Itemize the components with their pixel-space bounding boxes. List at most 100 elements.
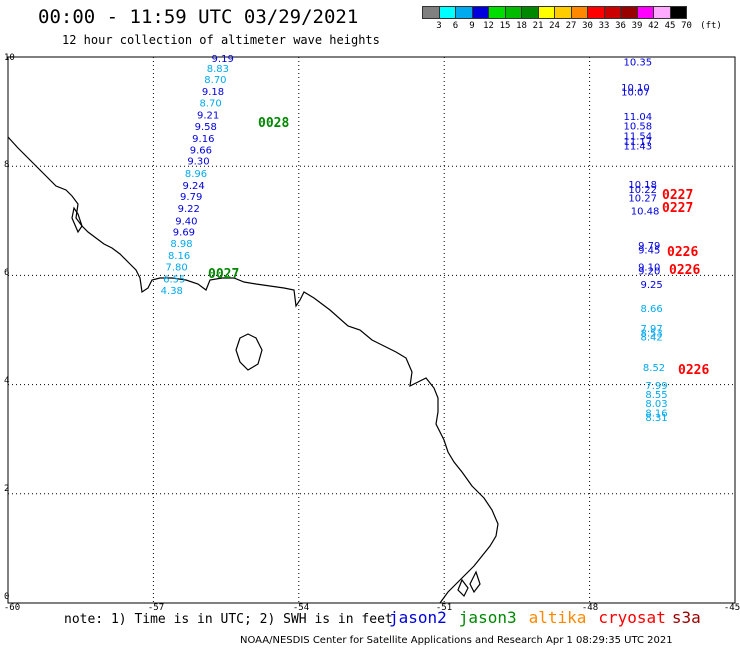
coastline xyxy=(7,136,499,604)
legend-altika: altika xyxy=(528,608,587,627)
wave-height-value: 9.18 xyxy=(202,87,224,98)
wave-height-value: 8.31 xyxy=(645,413,667,424)
legend-jason2: jason2 xyxy=(389,608,447,627)
colorbar-label: 36 xyxy=(615,21,626,31)
wave-height-value: 10.07 xyxy=(621,87,650,98)
wave-height-value: 10.48 xyxy=(631,206,660,217)
colorbar-label: 24 xyxy=(549,21,560,31)
wave-height-value: 9.20 xyxy=(638,266,660,277)
pass-time-label: 0227 xyxy=(662,201,693,216)
plot-frame xyxy=(7,56,736,604)
colorbar-label: 30 xyxy=(582,21,593,31)
wave-height-value: 10.18 xyxy=(628,180,657,191)
legend-jason3: jason3 xyxy=(458,608,517,627)
wave-height-value: 9.24 xyxy=(182,181,204,192)
colorbar-label: 45 xyxy=(664,21,676,31)
y-tick-label: 8 xyxy=(4,160,10,170)
x-tick-label: -60 xyxy=(3,603,21,613)
wave-height-value: 8.70 xyxy=(199,98,221,109)
wave-height-value: 9.40 xyxy=(175,216,197,227)
wave-height-value: 8.96 xyxy=(185,169,207,180)
wave-height-tracks: 9.198.838.709.188.709.219.589.169.669.30… xyxy=(161,54,668,424)
colorbar-label: 70 xyxy=(681,21,692,31)
wave-height-value: 10.10 xyxy=(621,83,650,94)
wave-height-value: 9.30 xyxy=(187,157,209,168)
wave-height-value: 9.25 xyxy=(640,280,662,291)
wave-height-value: 8.70 xyxy=(204,75,226,86)
pass-time-label: 0028 xyxy=(258,116,289,131)
colorbar-label: 33 xyxy=(598,21,610,31)
wave-height-value: 8.52 xyxy=(643,363,665,374)
colorbar-label: 42 xyxy=(648,21,659,31)
map-subtitle: 12 hour collection of altimeter wave hei… xyxy=(62,33,380,47)
colorbar-label: 3 xyxy=(436,21,442,31)
x-tick-label: -48 xyxy=(581,603,599,613)
pass-time-label: 0226 xyxy=(678,363,709,378)
note-text: note: 1) Time is in UTC; 2) SWH is in fe… xyxy=(64,612,393,627)
colorbar-label: 18 xyxy=(516,21,527,31)
y-tick-label: 2 xyxy=(4,484,10,494)
x-tick-label: -51 xyxy=(435,603,453,613)
wave-height-value: 9.45 xyxy=(638,246,660,257)
wave-height-value: 8.16 xyxy=(168,251,190,262)
wave-height-value: 4.38 xyxy=(161,286,183,297)
wave-height-value: 10.58 xyxy=(624,121,653,132)
y-tick-label: 0 xyxy=(4,592,10,602)
pass-time-label: 0027 xyxy=(208,267,239,282)
wave-height-value: 9.19 xyxy=(212,54,234,65)
satellite-legend: jason2 jason3 altika cryosat s3a xyxy=(389,608,713,627)
wave-height-value: 9.21 xyxy=(197,110,219,121)
grid-lines xyxy=(8,57,735,603)
pass-time-label: 0226 xyxy=(669,263,700,278)
coastline-segment xyxy=(457,578,469,598)
y-tick-label: 6 xyxy=(4,268,10,278)
coastline-segment xyxy=(469,570,481,594)
wave-height-value: 11.43 xyxy=(624,141,653,152)
wave-height-value: 8.98 xyxy=(170,239,192,250)
pass-time-label: 0226 xyxy=(667,245,698,260)
wave-height-value: 7.97 xyxy=(640,324,662,335)
wave-height-value: 9.79 xyxy=(638,241,660,252)
wave-height-value: 7.80 xyxy=(166,263,188,274)
wave-height-value: 8.55 xyxy=(645,390,667,401)
wave-height-value: 7.99 xyxy=(645,381,667,392)
colorbar-label: 12 xyxy=(483,21,494,31)
wave-height-value: 10.22 xyxy=(628,185,657,196)
colorbar xyxy=(422,6,687,19)
colorbar-cell xyxy=(669,6,687,19)
coastline-segment xyxy=(7,136,499,604)
wave-height-value: 11.54 xyxy=(624,132,653,143)
wave-height-value: 9.58 xyxy=(195,122,217,133)
colorbar-label: 27 xyxy=(565,21,577,31)
wave-height-value: 11.17 xyxy=(624,137,653,148)
legend-cryosat: cryosat xyxy=(598,608,666,627)
wave-height-value: 11.04 xyxy=(624,112,653,123)
wave-height-value: 8.66 xyxy=(640,304,662,315)
wave-height-value: 9.22 xyxy=(178,204,200,215)
colorbar-label: 39 xyxy=(631,21,643,31)
x-tick-label: -54 xyxy=(292,603,310,613)
wave-height-value: 9.79 xyxy=(180,192,202,203)
x-tick-label: -45 xyxy=(723,603,740,613)
colorbar-unit: (ft) xyxy=(700,21,722,31)
legend-s3a: s3a xyxy=(671,608,701,627)
wave-height-value: 9.10 xyxy=(638,263,660,274)
wave-height-value: 6.55 xyxy=(163,275,185,286)
coastline-segment xyxy=(71,206,83,234)
coastline-segment xyxy=(235,333,263,371)
y-tick-label: 10 xyxy=(4,53,15,63)
wave-height-value: 9.66 xyxy=(190,145,212,156)
wave-height-value: 8.83 xyxy=(207,64,229,75)
colorbar-label: 15 xyxy=(499,21,511,31)
colorbar-label: 21 xyxy=(532,21,544,31)
pass-time-label: 0227 xyxy=(662,188,693,203)
colorbar-labels: 3 6 9 12 15 18 21 24 27 30 33 36 39 42 45 70 (ft) xyxy=(422,21,740,35)
wave-height-value: 8.16 xyxy=(645,408,667,419)
colorbar-label: 9 xyxy=(469,21,475,31)
wave-height-value: 9.16 xyxy=(192,134,214,145)
map-title: 00:00 - 11:59 UTC 03/29/2021 xyxy=(38,6,359,28)
colorbar-label: 6 xyxy=(452,21,459,31)
footer-credit: NOAA/NESDIS Center for Satellite Applica… xyxy=(240,635,673,646)
